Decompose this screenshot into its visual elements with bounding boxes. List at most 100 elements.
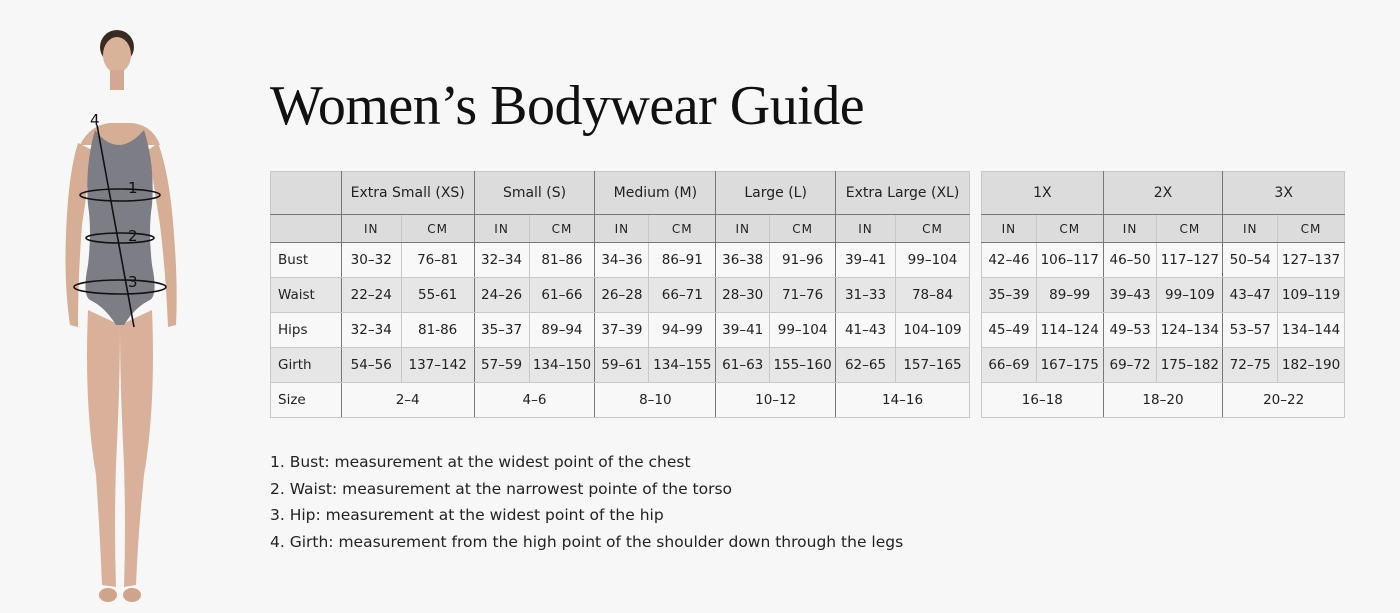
measurement-cell: 34–36	[594, 242, 650, 278]
measurement-cell: 89–99	[1035, 277, 1104, 313]
size-header: 1X	[981, 171, 1104, 215]
measurement-cell: 50–54	[1222, 242, 1279, 278]
measurement-cell: 78–84	[894, 277, 971, 313]
table-row: 45–49 114–124 49–53 124–134 53–57 134–144	[981, 312, 1345, 348]
unit-header-in: IN	[473, 214, 530, 243]
measurement-cell: 86–91	[648, 242, 717, 278]
note-girth: 4. Girth: measurement from the high poin…	[270, 532, 904, 551]
model-left-leg	[87, 310, 120, 587]
size-header: 2X	[1102, 171, 1224, 215]
row-label: Size	[270, 382, 342, 418]
model-neck	[110, 70, 124, 90]
marker-girth: 4	[90, 111, 100, 129]
measurement-cell: 137–142	[400, 347, 475, 383]
measurement-cell: 46–50	[1102, 242, 1158, 278]
measurement-cell: 30–32	[340, 242, 402, 278]
measurement-cell: 35–37	[473, 312, 530, 348]
measurement-cell: 81–86	[528, 242, 596, 278]
size-header: Extra Small (XS)	[340, 171, 475, 215]
measurement-cell: 36–38	[715, 242, 771, 278]
measurement-cell: 71–76	[769, 277, 837, 313]
measurement-cell: 182–190	[1277, 347, 1345, 383]
note-bust: 1. Bust: measurement at the widest point…	[270, 453, 691, 471]
girth-measure-line	[96, 124, 135, 328]
measurement-cell: 157–165	[894, 347, 971, 383]
unit-header-in: IN	[715, 214, 771, 243]
us-size-cell: 20–22	[1222, 382, 1345, 418]
unit-header-cm: CM	[894, 214, 971, 243]
model-right-foot	[123, 588, 141, 602]
measurement-cell: 57–59	[473, 347, 530, 383]
measurement-cell: 109–119	[1277, 277, 1345, 313]
measurement-cell: 106–117	[1035, 242, 1104, 278]
table-row: Hips 32–34 81-86 35–37 89–94 37–39 94–99 39–41 9…	[270, 312, 971, 348]
unit-header-cm: CM	[648, 214, 717, 243]
unit-header-in: IN	[1102, 214, 1158, 243]
table-row: 66–69 167–175 69–72 175–182 72–75 182–190	[981, 347, 1345, 383]
unit-header-in: IN	[835, 214, 896, 243]
model-right-arm	[148, 143, 177, 327]
model-left-foot	[99, 588, 117, 602]
measurement-cell: 72–75	[1222, 347, 1279, 383]
model-right-leg	[120, 310, 153, 587]
size-table-plus: 1X 2X 3X IN CM IN CM IN CM 42–46 106–117 46–50 1…	[981, 171, 1345, 418]
table-row: 42–46 106–117 46–50 117–127 50–54 127–137	[981, 242, 1345, 278]
measurement-cell: 55-61	[400, 277, 475, 313]
measurement-cell: 49–53	[1102, 312, 1158, 348]
marker-bust: 1	[128, 179, 138, 197]
size-header: Large (L)	[715, 171, 837, 215]
measurement-cell: 59–61	[594, 347, 650, 383]
marker-waist: 2	[128, 227, 138, 245]
size-header: 3X	[1222, 171, 1345, 215]
model-measurement-figure: 1 2 3 4	[65, 30, 177, 602]
unit-header-in: IN	[594, 214, 650, 243]
measurement-cell: 124–134	[1156, 312, 1224, 348]
corner-cell	[270, 171, 342, 215]
note-waist: 2. Waist: measurement at the narrowest p…	[270, 479, 733, 498]
measurement-cell: 54–56	[340, 347, 402, 383]
measurement-cell: 134–150	[528, 347, 596, 383]
size-table-main: Extra Small (XS) Small (S) Medium (M) La…	[270, 171, 971, 418]
unit-header-cm: CM	[1035, 214, 1104, 243]
measurement-notes: 1. Bust: measurement at the widest point…	[270, 449, 903, 555]
size-header: Small (S)	[473, 171, 596, 215]
table-row: Bust 30–32 76–81 32–34 81–86 34–36 86–91 36–38 9…	[270, 242, 971, 278]
unit-header-in: IN	[340, 214, 402, 243]
measurement-cell: 41–43	[835, 312, 896, 348]
measurement-cell: 39–43	[1102, 277, 1158, 313]
measurement-cell: 69–72	[1102, 347, 1158, 383]
unit-header-cm: CM	[1277, 214, 1345, 243]
unit-header-cm: CM	[400, 214, 475, 243]
measurement-cell: 114–124	[1035, 312, 1104, 348]
us-size-cell: 10–12	[715, 382, 837, 418]
measurement-cell: 91–96	[769, 242, 837, 278]
measurement-cell: 99–104	[769, 312, 837, 348]
measurement-cell: 89–94	[528, 312, 596, 348]
measurement-cell: 66–71	[648, 277, 717, 313]
note-hip: 3. Hip: measurement at the widest point …	[270, 506, 664, 524]
measurement-cell: 117–127	[1156, 242, 1224, 278]
marker-hip: 3	[128, 273, 138, 291]
measurement-cell: 104–109	[894, 312, 971, 348]
measurement-cell: 61–63	[715, 347, 771, 383]
measurement-cell: 32–34	[473, 242, 530, 278]
model-face	[103, 37, 131, 73]
us-size-cell: 16–18	[981, 382, 1104, 418]
measurement-cell: 32–34	[340, 312, 402, 348]
measurement-cell: 134–155	[648, 347, 717, 383]
row-label: Hips	[270, 312, 342, 348]
measurement-cell: 134–144	[1277, 312, 1345, 348]
row-label: Waist	[270, 277, 342, 313]
row-label: Girth	[270, 347, 342, 383]
measurement-cell: 24–26	[473, 277, 530, 313]
us-size-cell: 18–20	[1102, 382, 1224, 418]
measurement-cell: 39–41	[835, 242, 896, 278]
measurement-cell: 94–99	[648, 312, 717, 348]
measurement-cell: 42–46	[981, 242, 1037, 278]
unit-header-in: IN	[981, 214, 1037, 243]
measurement-cell: 155–160	[769, 347, 837, 383]
measurement-cell: 43–47	[1222, 277, 1279, 313]
measurement-cell: 26–28	[594, 277, 650, 313]
measurement-cell: 53–57	[1222, 312, 1279, 348]
measurement-cell: 99–109	[1156, 277, 1224, 313]
